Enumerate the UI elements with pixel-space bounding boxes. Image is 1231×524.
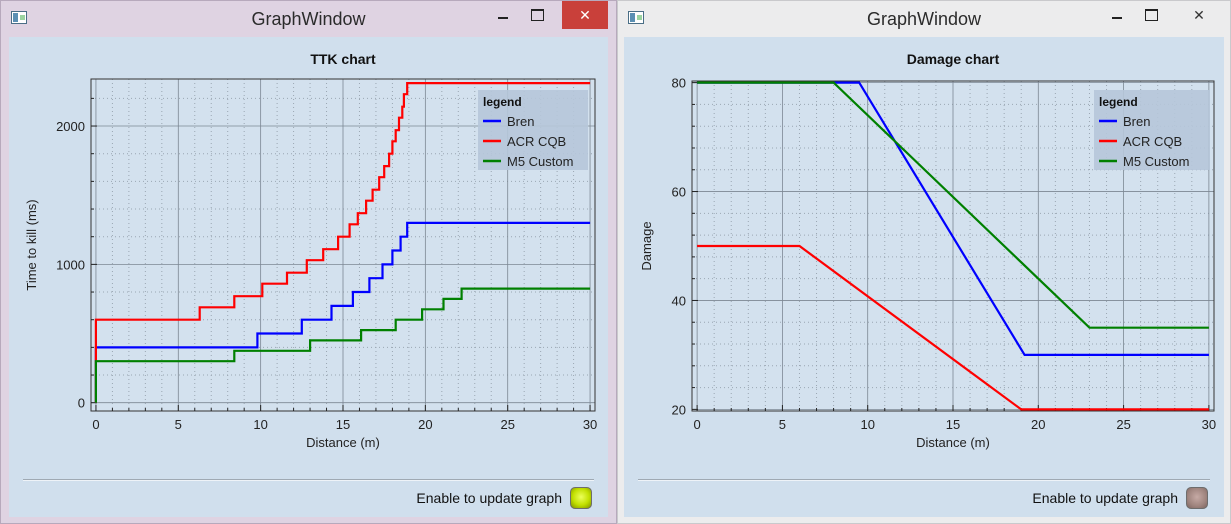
- legend-title: legend: [1099, 95, 1138, 109]
- y-axis-label: Damage: [639, 221, 654, 270]
- maximize-icon: [530, 9, 544, 21]
- x-tick-label: 0: [694, 417, 701, 432]
- x-tick-label: 20: [1031, 417, 1045, 432]
- x-tick-label: 20: [418, 417, 432, 432]
- ttk-chart: TTK chart 0 5 10 15 20 25 30 0 1000 2000 Distance (…: [24, 51, 597, 450]
- title-bar[interactable]: GraphWindow ✕: [618, 1, 1230, 37]
- x-tick-label: 10: [253, 417, 267, 432]
- y-tick-label: 1000: [56, 257, 85, 272]
- minimize-icon: [1112, 17, 1122, 19]
- y-tick-label: 20: [672, 402, 686, 417]
- legend-entry: Bren: [1123, 114, 1150, 129]
- x-tick-label: 10: [860, 417, 874, 432]
- window-title: GraphWindow: [866, 9, 982, 29]
- graph-window-damage: GraphWindow ✕ Damage chart 0 5 10 15 20 25 30 20…: [617, 0, 1231, 524]
- x-axis-label: Distance (m): [916, 435, 990, 450]
- legend-entry: M5 Custom: [1123, 154, 1189, 169]
- y-tick-label: 80: [672, 76, 686, 91]
- update-toggle-label: Enable to update graph: [1032, 490, 1178, 506]
- window-client-area: TTK chart 0 5 10 15 20 25 30 0 1000 2000 Distance (…: [9, 37, 608, 517]
- separator: [638, 479, 1210, 481]
- maximize-icon: [1144, 9, 1158, 21]
- close-button[interactable]: ✕: [562, 1, 608, 29]
- x-tick-label: 5: [779, 417, 786, 432]
- series-line-m5-custom: [94, 287, 591, 403]
- x-tick-label: 30: [1202, 417, 1216, 432]
- update-toggle-row: Enable to update graph: [416, 485, 592, 511]
- legend-entry: ACR CQB: [507, 134, 566, 149]
- update-toggle-label: Enable to update graph: [416, 490, 562, 506]
- graph-window-ttk: GraphWindow ✕ TTK chart 0 5 10 15 20 25 30 0 1000…: [0, 0, 617, 524]
- y-axis-label: Time to kill (ms): [24, 199, 39, 290]
- legend-entry: Bren: [507, 114, 534, 129]
- legend-box: [478, 90, 588, 170]
- minimize-icon: [498, 17, 508, 19]
- series-line-bren: [94, 221, 591, 403]
- x-tick-label: 30: [583, 417, 597, 432]
- minimize-button[interactable]: [1102, 1, 1132, 29]
- close-button[interactable]: ✕: [1176, 1, 1222, 29]
- x-tick-label: 0: [92, 417, 99, 432]
- chart-title: Damage chart: [907, 51, 1000, 67]
- x-tick-label: 25: [1116, 417, 1130, 432]
- series-line-acr-cqb: [697, 244, 1209, 411]
- y-tick-label: 40: [672, 293, 686, 308]
- legend-title: legend: [483, 95, 522, 109]
- chart-title: TTK chart: [310, 51, 376, 67]
- legend-entry: M5 Custom: [507, 154, 573, 169]
- update-toggle-row: Enable to update graph: [1032, 485, 1208, 511]
- separator: [23, 479, 594, 481]
- y-tick-label: 2000: [56, 119, 85, 134]
- legend-box: [1094, 90, 1210, 170]
- damage-chart: Damage chart 0 5 10 15 20 25 30 20 40 60 80 Distance…: [639, 51, 1216, 450]
- update-toggle-button[interactable]: [570, 487, 592, 509]
- x-tick-label: 25: [500, 417, 514, 432]
- y-tick-label: 0: [78, 396, 85, 411]
- series-line-m5-custom: [697, 81, 1209, 329]
- update-toggle-button[interactable]: [1186, 487, 1208, 509]
- y-tick-label: 60: [672, 185, 686, 200]
- window-title: GraphWindow: [251, 9, 366, 29]
- x-axis-label: Distance (m): [306, 435, 380, 450]
- maximize-button[interactable]: [522, 1, 552, 29]
- x-tick-label: 15: [336, 417, 350, 432]
- close-icon: ✕: [579, 7, 591, 23]
- minimize-button[interactable]: [488, 1, 518, 29]
- close-icon: ✕: [1193, 7, 1205, 23]
- x-tick-label: 5: [175, 417, 182, 432]
- x-tick-label: 15: [946, 417, 960, 432]
- window-client-area: Damage chart 0 5 10 15 20 25 30 20 40 60 80 Distance…: [624, 37, 1224, 517]
- app-icon: [11, 11, 27, 24]
- legend-entry: ACR CQB: [1123, 134, 1182, 149]
- app-icon: [628, 11, 644, 24]
- maximize-button[interactable]: [1136, 1, 1166, 29]
- title-bar[interactable]: GraphWindow ✕: [1, 1, 616, 37]
- series-line-acr-cqb: [94, 81, 591, 403]
